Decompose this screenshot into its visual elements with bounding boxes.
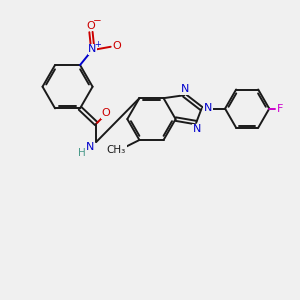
Text: N: N	[204, 103, 212, 113]
Text: O: O	[102, 108, 110, 118]
Text: −: −	[92, 16, 101, 26]
Text: N: N	[181, 84, 189, 94]
Text: N: N	[85, 142, 94, 152]
Text: N: N	[88, 44, 97, 54]
Text: O: O	[87, 21, 95, 31]
Text: +: +	[94, 40, 101, 49]
Text: N: N	[193, 124, 201, 134]
Text: F: F	[277, 103, 283, 114]
Text: H: H	[78, 148, 86, 158]
Text: CH₃: CH₃	[107, 145, 126, 155]
Text: O: O	[113, 41, 122, 51]
